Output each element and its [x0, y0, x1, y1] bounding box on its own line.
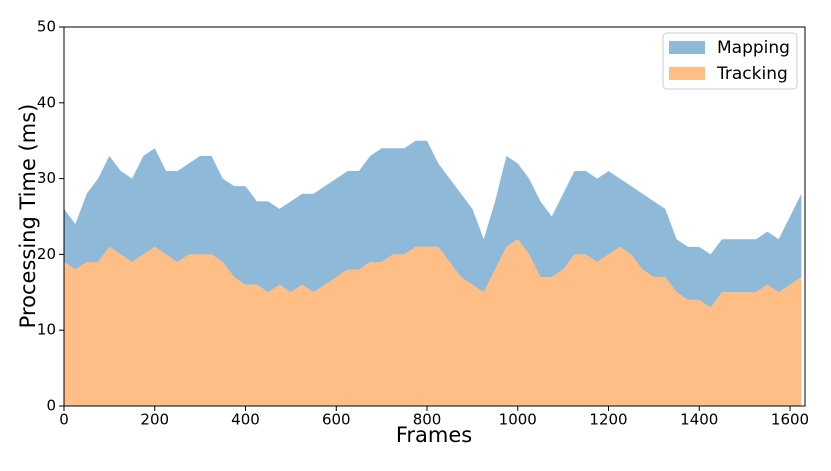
area — [64, 140, 802, 308]
legend-label: Mapping — [717, 38, 790, 58]
x-tick-label: 1600 — [771, 411, 809, 429]
legend-swatch — [669, 67, 705, 80]
legend-swatch — [669, 41, 705, 54]
x-tick-label: 800 — [413, 411, 442, 429]
x-tick-label: 1400 — [680, 411, 718, 429]
axes-frame — [63, 26, 806, 407]
x-axis-label: Frames — [396, 423, 472, 447]
y-tick-label: 30 — [37, 169, 56, 187]
y-tick-label: 50 — [37, 18, 56, 36]
y-axis-label: Processing Time (ms) — [16, 104, 40, 329]
y-tick-label: 20 — [37, 245, 56, 263]
area — [64, 239, 802, 406]
legend-label: Tracking — [716, 64, 788, 84]
y-tick-label: 10 — [37, 321, 56, 339]
x-tick-label: 400 — [231, 411, 260, 429]
x-tick-label: 200 — [140, 411, 169, 429]
x-tick-label: 1200 — [589, 411, 627, 429]
x-tick-label: 1000 — [499, 411, 537, 429]
y-tick-label: 40 — [37, 93, 56, 111]
y-tick-label: 0 — [46, 397, 56, 415]
x-tick-label: 0 — [59, 411, 69, 429]
x-tick-label: 600 — [322, 411, 351, 429]
